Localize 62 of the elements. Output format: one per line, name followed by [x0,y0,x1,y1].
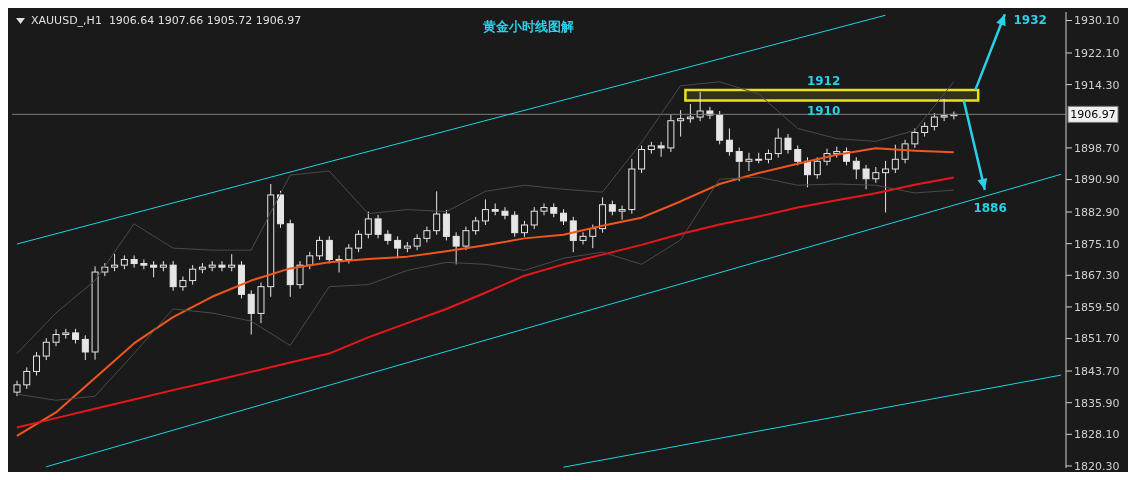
annotation: 1886 [973,201,1007,216]
candlestick [911,127,919,149]
candlestick [169,260,177,292]
candlestick [247,289,255,336]
candlestick [23,366,31,390]
candlestick [774,127,782,159]
candlestick [316,235,324,261]
y-tick-label: 1835.90 [1074,396,1120,410]
candlestick [433,190,441,236]
candlestick [628,158,636,215]
text: 黄金小时线图解 [481,18,575,36]
candlestick [140,258,148,270]
candlestick [862,164,870,190]
candlestick [667,113,675,153]
annotation: 1912 [806,74,841,89]
candlestick [257,282,265,324]
candlestick [374,214,382,239]
candlestick [452,231,460,265]
y-tick-label: 1851.70 [1074,332,1120,346]
y-tick-label: 1890.90 [1074,173,1120,187]
candlestick [179,276,187,292]
candlestick [940,98,948,122]
y-tick-label: 1859.50 [1074,300,1120,314]
candlestick [852,156,860,180]
candlestick [189,264,197,286]
chart-subtitle: XAUUSD_,H1 1906.64 1907.66 1905.72 1906.97 [31,14,302,27]
y-tick-label: 1867.30 [1074,269,1120,283]
ref-line-label: 1906.97 [1070,107,1116,121]
candlestick [384,229,392,245]
candlestick [579,231,587,245]
annotation: 1910 [806,104,841,119]
candlestick [540,202,548,216]
candlestick [725,127,733,157]
y-tick-label: 1914.30 [1074,78,1120,92]
annotation: 1932 [1013,13,1047,28]
candlestick [921,121,929,138]
y-tick-label: 1930.10 [1074,14,1120,28]
y-tick-label: 1843.70 [1074,364,1120,378]
y-tick-label: 1820.30 [1074,459,1120,473]
y-tick-label: 1875.10 [1074,237,1120,251]
candlestick [413,233,421,251]
candlestick [150,260,158,278]
candlestick [423,226,431,243]
y-tick-label: 1882.90 [1074,205,1120,219]
candlestick [91,265,99,361]
candlestick [13,380,21,397]
candlestick [218,260,226,272]
candlestick [52,328,60,347]
candlestick [511,210,519,238]
candlestick [599,196,607,234]
candlestick [618,205,626,221]
candlestick [267,183,275,298]
candlestick [745,152,753,172]
candlestick [657,141,665,158]
y-tick-label: 1898.70 [1074,141,1120,155]
y-tick-label: 1828.10 [1074,428,1120,442]
candlestick [130,254,138,269]
candlestick [784,133,792,155]
candlestick [501,206,509,220]
candlestick [296,260,304,290]
candlestick [335,254,343,273]
y-tick-label: 1922.10 [1074,46,1120,60]
